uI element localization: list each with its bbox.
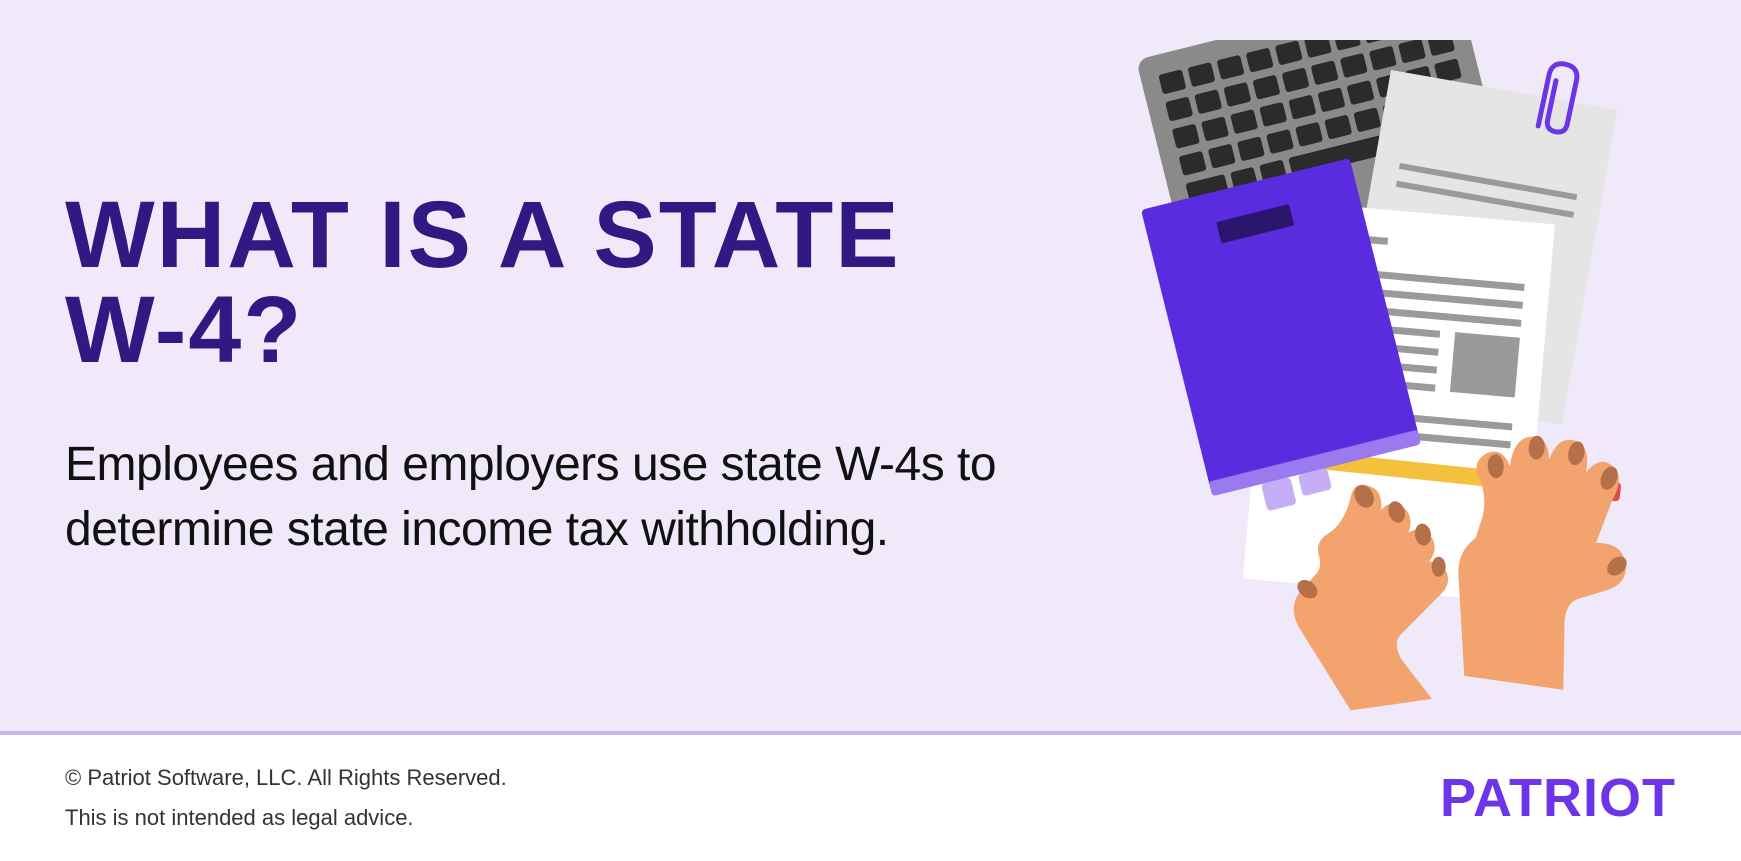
illustration [1041, 40, 1681, 720]
main-panel: WHAT IS A STATE W-4? Employees and emplo… [0, 0, 1741, 731]
footer: © Patriot Software, LLC. All Rights Rese… [0, 731, 1741, 861]
copyright-text: © Patriot Software, LLC. All Rights Rese… [65, 758, 507, 798]
disclaimer-text: This is not intended as legal advice. [65, 798, 507, 838]
headline: WHAT IS A STATE W-4? [65, 188, 999, 378]
body-text: Employees and employers use state W-4s t… [65, 433, 999, 563]
footer-text: © Patriot Software, LLC. All Rights Rese… [65, 758, 507, 837]
text-column: WHAT IS A STATE W-4? Employees and emplo… [65, 168, 999, 563]
infographic-card: WHAT IS A STATE W-4? Employees and emplo… [0, 0, 1741, 861]
brand-logo: PATRIOT [1440, 767, 1676, 829]
